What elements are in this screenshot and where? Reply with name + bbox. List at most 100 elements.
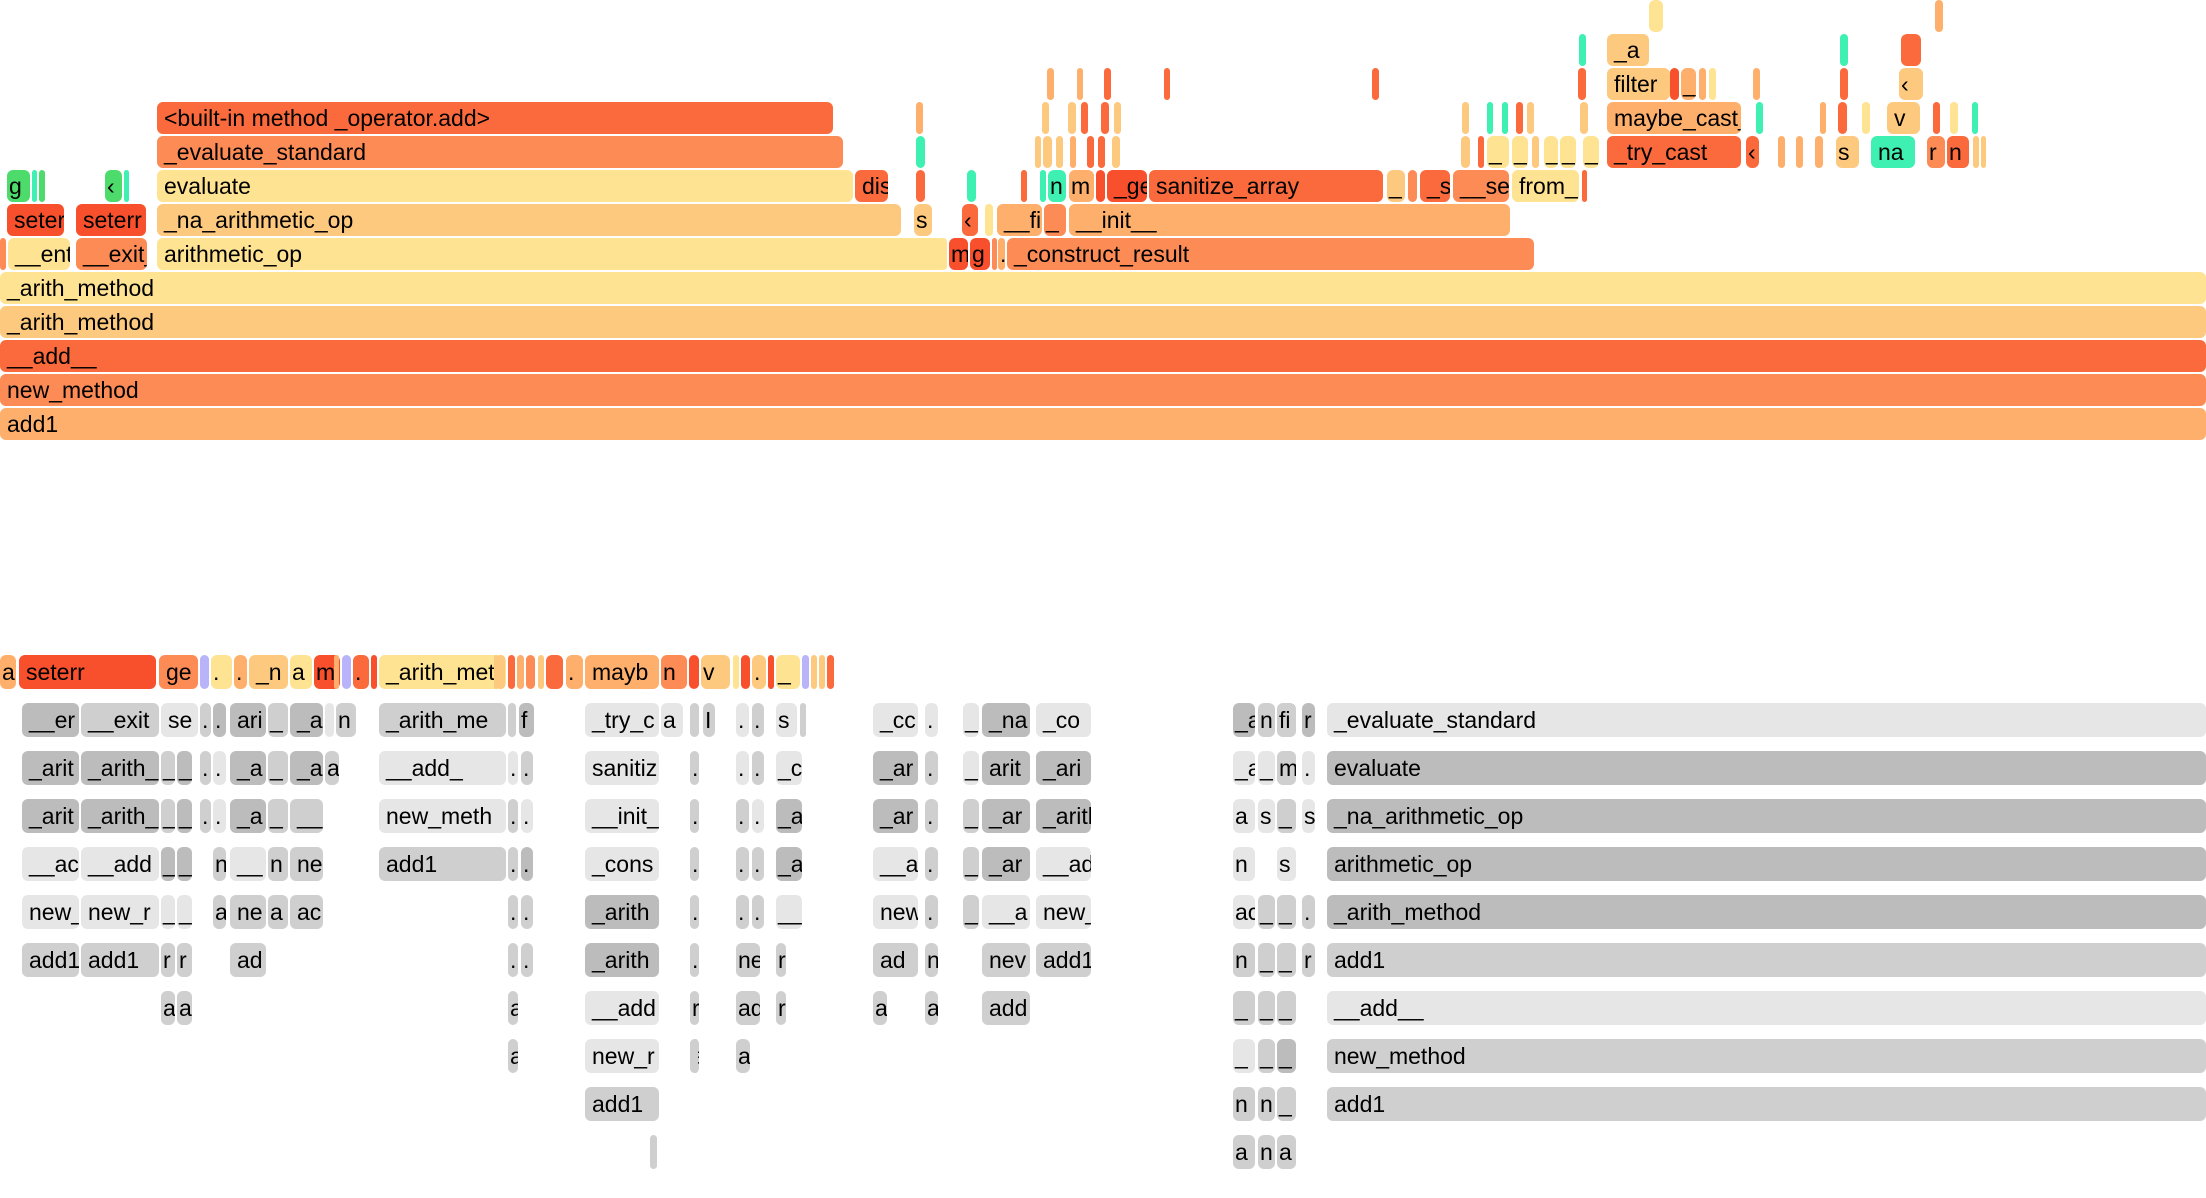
flame-frame[interactable]: _na_arithmetic_op bbox=[157, 204, 901, 236]
flame-frame[interactable]: _a bbox=[1233, 703, 1255, 737]
flame-frame[interactable]: . bbox=[566, 655, 583, 689]
flame-frame[interactable]: _arith_ bbox=[1036, 799, 1091, 833]
flame-frame[interactable]: se bbox=[161, 703, 198, 737]
flame-frame[interactable]: . bbox=[508, 751, 518, 785]
flame-frame[interactable]: . bbox=[752, 847, 764, 881]
flame-frame[interactable]: __init__ bbox=[1069, 204, 1510, 236]
flame-frame[interactable] bbox=[1579, 34, 1586, 66]
flame-frame[interactable]: . bbox=[690, 895, 699, 929]
flame-frame[interactable]: __exit__ bbox=[76, 238, 147, 270]
flame-frame[interactable]: _na bbox=[982, 703, 1030, 737]
flame-frame[interactable] bbox=[1081, 102, 1088, 134]
flame-frame[interactable] bbox=[1815, 136, 1823, 168]
flame-frame[interactable] bbox=[1077, 68, 1083, 100]
flame-frame[interactable]: _ bbox=[1277, 1039, 1296, 1073]
flame-frame[interactable]: . bbox=[521, 943, 533, 977]
flame-frame[interactable]: . bbox=[925, 703, 938, 737]
flame-frame[interactable]: evaluate bbox=[157, 170, 853, 202]
flame-frame[interactable]: . bbox=[752, 703, 764, 737]
flame-frame[interactable]: s bbox=[1302, 799, 1315, 833]
flame-frame[interactable]: _a bbox=[290, 751, 323, 785]
flame-frame[interactable]: __add__ bbox=[0, 340, 2206, 372]
flame-frame[interactable]: __ bbox=[230, 847, 266, 881]
flame-frame[interactable]: ad bbox=[736, 991, 760, 1025]
flame-frame[interactable]: add1 bbox=[1327, 943, 2206, 977]
flame-frame[interactable]: add1 bbox=[379, 847, 506, 881]
flame-frame[interactable] bbox=[1709, 68, 1716, 100]
flame-frame[interactable]: . bbox=[521, 799, 533, 833]
flame-frame[interactable]: _arith_method bbox=[0, 272, 2206, 304]
flame-frame[interactable]: _a bbox=[230, 751, 266, 785]
flame-frame[interactable] bbox=[690, 703, 699, 737]
flame-frame[interactable]: _ bbox=[1258, 895, 1275, 929]
flame-frame[interactable]: _ bbox=[177, 847, 192, 881]
flame-frame[interactable]: arithmetic_op bbox=[1327, 847, 2206, 881]
flame-frame[interactable]: _ bbox=[1544, 136, 1558, 168]
flame-frame[interactable]: . bbox=[736, 703, 749, 737]
flame-frame[interactable]: . bbox=[690, 751, 699, 785]
flame-frame[interactable] bbox=[827, 655, 834, 689]
flame-frame[interactable]: a bbox=[736, 1039, 750, 1073]
flame-frame[interactable] bbox=[940, 238, 947, 270]
flame-frame[interactable]: . bbox=[690, 943, 699, 977]
flame-frame[interactable]: _try_cast bbox=[1607, 136, 1741, 168]
flame-frame[interactable]: n bbox=[1258, 1087, 1275, 1121]
flame-frame[interactable] bbox=[0, 238, 6, 270]
flame-frame[interactable]: _ bbox=[1233, 991, 1255, 1025]
flame-frame[interactable]: _ bbox=[1277, 799, 1296, 833]
flame-frame[interactable]: filter bbox=[1607, 68, 1670, 100]
flame-frame[interactable]: __se bbox=[1453, 170, 1509, 202]
flame-frame[interactable]: _ bbox=[1277, 991, 1296, 1025]
flame-frame[interactable] bbox=[768, 655, 774, 689]
flame-frame[interactable]: . bbox=[925, 895, 938, 929]
flame-frame[interactable]: add1 bbox=[81, 943, 159, 977]
flame-frame[interactable]: a bbox=[1277, 1135, 1296, 1169]
flame-frame[interactable]: __fi bbox=[997, 204, 1042, 236]
flame-frame[interactable] bbox=[1753, 68, 1760, 100]
flame-frame[interactable]: _ bbox=[161, 799, 175, 833]
flame-frame[interactable]: seterr bbox=[7, 204, 64, 236]
flame-frame[interactable] bbox=[1478, 136, 1484, 168]
flame-frame[interactable]: __er bbox=[22, 703, 79, 737]
flame-frame[interactable]: . bbox=[200, 703, 211, 737]
flame-frame[interactable]: . bbox=[508, 943, 518, 977]
flame-frame[interactable]: new_meth bbox=[379, 799, 506, 833]
flame-frame[interactable]: _arith_ bbox=[81, 751, 159, 785]
flame-frame[interactable]: _ bbox=[1277, 895, 1296, 929]
flame-frame[interactable] bbox=[967, 170, 976, 202]
flame-frame[interactable]: a bbox=[925, 991, 938, 1025]
flame-frame[interactable] bbox=[802, 655, 809, 689]
flame-frame[interactable]: r bbox=[177, 943, 192, 977]
flame-frame[interactable]: _ar bbox=[982, 799, 1030, 833]
flame-frame[interactable]: n bbox=[213, 847, 226, 881]
flame-frame[interactable]: a bbox=[508, 1039, 518, 1073]
flame-frame[interactable]: . bbox=[508, 895, 518, 929]
flame-frame[interactable]: _ bbox=[177, 799, 192, 833]
flame-frame[interactable]: _arit bbox=[22, 751, 79, 785]
flame-frame[interactable]: mayb bbox=[585, 655, 659, 689]
flame-frame[interactable]: sanitize_array bbox=[1149, 170, 1383, 202]
flame-frame[interactable]: . bbox=[736, 799, 749, 833]
flame-frame[interactable]: a bbox=[873, 991, 887, 1025]
flame-frame[interactable]: seterr bbox=[19, 655, 156, 689]
flame-frame[interactable] bbox=[1087, 136, 1094, 168]
flame-frame[interactable]: _n bbox=[249, 655, 288, 689]
flame-frame[interactable] bbox=[1096, 170, 1105, 202]
flame-frame[interactable]: __add_ bbox=[379, 751, 506, 785]
flame-frame[interactable]: _ bbox=[963, 895, 979, 929]
flame-frame[interactable] bbox=[1862, 102, 1870, 134]
flame-frame[interactable] bbox=[1838, 102, 1847, 134]
flame-frame[interactable] bbox=[741, 655, 750, 689]
flame-frame[interactable] bbox=[1070, 136, 1076, 168]
flame-frame[interactable]: n bbox=[1048, 170, 1066, 202]
flame-frame[interactable]: _ bbox=[1387, 170, 1405, 202]
flame-frame[interactable]: from_ bbox=[1512, 170, 1579, 202]
flame-frame[interactable]: . bbox=[736, 751, 749, 785]
flame-graph-bottom-callers[interactable]: aseterrge.._nam._arith_metI.maybnv.___er… bbox=[0, 655, 2206, 1198]
flame-frame[interactable]: _ bbox=[1277, 943, 1296, 977]
flame-frame[interactable] bbox=[1042, 102, 1049, 134]
flame-frame[interactable]: evaluate bbox=[1327, 751, 2206, 785]
flame-frame[interactable]: a bbox=[161, 991, 175, 1025]
flame-frame[interactable]: _ bbox=[177, 895, 192, 929]
flame-frame[interactable]: _arith_ bbox=[81, 799, 159, 833]
